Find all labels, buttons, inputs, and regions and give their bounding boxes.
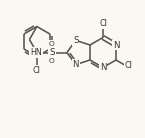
Text: N: N xyxy=(72,60,79,69)
Text: N: N xyxy=(100,63,106,72)
Text: O: O xyxy=(49,58,55,64)
Text: Cl: Cl xyxy=(33,66,41,75)
Text: HN: HN xyxy=(30,48,42,57)
Text: S: S xyxy=(73,36,78,45)
Text: O: O xyxy=(49,41,55,47)
Text: Cl: Cl xyxy=(99,19,107,29)
Text: Cl: Cl xyxy=(124,62,132,71)
Text: S: S xyxy=(49,48,55,57)
Text: N: N xyxy=(113,40,119,50)
